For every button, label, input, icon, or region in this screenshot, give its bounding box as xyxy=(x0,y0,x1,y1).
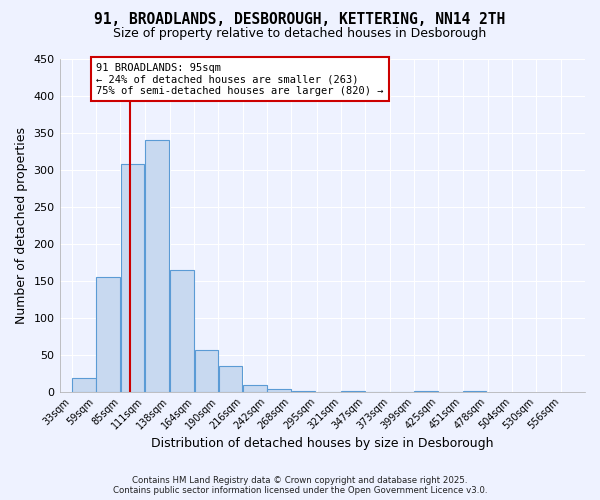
Bar xyxy=(219,366,242,392)
Bar xyxy=(121,164,144,392)
Bar xyxy=(463,391,487,392)
Bar xyxy=(97,277,120,392)
Bar xyxy=(145,140,169,392)
Bar xyxy=(414,391,438,392)
Bar xyxy=(72,378,95,392)
Text: 91, BROADLANDS, DESBOROUGH, KETTERING, NN14 2TH: 91, BROADLANDS, DESBOROUGH, KETTERING, N… xyxy=(94,12,506,28)
Text: Size of property relative to detached houses in Desborough: Size of property relative to detached ho… xyxy=(113,28,487,40)
Bar xyxy=(292,391,316,392)
Text: 91 BROADLANDS: 95sqm
← 24% of detached houses are smaller (263)
75% of semi-deta: 91 BROADLANDS: 95sqm ← 24% of detached h… xyxy=(96,62,383,96)
X-axis label: Distribution of detached houses by size in Desborough: Distribution of detached houses by size … xyxy=(151,437,494,450)
Text: Contains HM Land Registry data © Crown copyright and database right 2025.
Contai: Contains HM Land Registry data © Crown c… xyxy=(113,476,487,495)
Bar xyxy=(243,385,267,392)
Bar xyxy=(268,390,291,392)
Bar xyxy=(341,391,365,392)
Bar xyxy=(194,350,218,392)
Bar xyxy=(170,270,194,392)
Y-axis label: Number of detached properties: Number of detached properties xyxy=(15,127,28,324)
